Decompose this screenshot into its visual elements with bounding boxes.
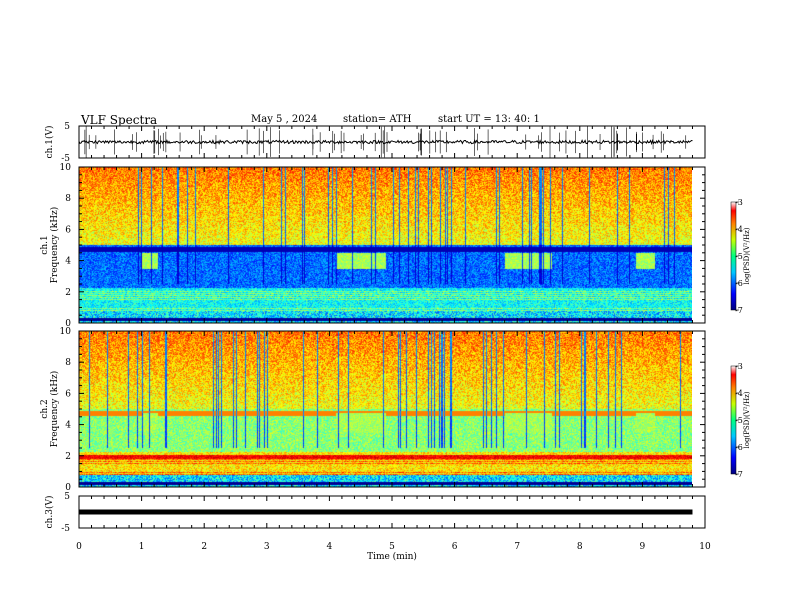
colorbar-tick-labels: -3 -4 -5 -6 -7 -3 -4 -5 -6 -7 xyxy=(735,198,743,479)
freq-tick-label: 0 xyxy=(65,319,71,329)
colorbar-tick-label: -7 xyxy=(735,470,743,479)
time-tick-label: 5 xyxy=(389,542,395,552)
ch3-ytick-top: 5 xyxy=(64,492,70,502)
freq-tick-label: 8 xyxy=(65,358,71,368)
ch1-ytick-bottom: -5 xyxy=(61,154,70,164)
freq-tick-label: 0 xyxy=(65,483,71,493)
spectrogram-image xyxy=(79,331,692,487)
freq-tick-label: 8 xyxy=(65,194,71,204)
colorbar-tick-label: -4 xyxy=(735,225,743,234)
ch1-spec-label: ch.1 xyxy=(40,235,50,254)
x-axis-label: Time (min) xyxy=(367,551,417,562)
ch1-spectrogram xyxy=(79,167,692,323)
ch2-spectrogram-ytick-labels: 10 8 6 4 2 0 xyxy=(60,327,72,493)
figure-title: VLF Spectra xyxy=(81,113,158,127)
colorbar-tick-label: -3 xyxy=(735,198,743,207)
time-tick-label: 0 xyxy=(76,542,82,552)
ch2-frequency-label: Frequency (kHz) xyxy=(49,371,60,448)
time-tick-label: 3 xyxy=(264,542,270,552)
spectrogram-image xyxy=(79,167,692,323)
date-label: May 5 , 2024 xyxy=(251,114,318,125)
freq-tick-label: 10 xyxy=(60,327,72,337)
axis-ticks xyxy=(78,126,706,528)
ch3-ytick-bottom: -5 xyxy=(61,524,70,534)
time-tick-label: 9 xyxy=(640,542,646,552)
freq-tick-label: 4 xyxy=(65,421,71,431)
ch3-ylabel: ch.3(V) xyxy=(44,496,55,529)
ch1-ylabel: ch.1(V) xyxy=(44,126,55,159)
ch1-ytick-top: 5 xyxy=(64,122,70,132)
colorbar-tick-label: -6 xyxy=(735,443,743,452)
colorbar-tick-label: -5 xyxy=(735,416,743,425)
ch1-waveform-line xyxy=(78,138,693,146)
time-tick-label: 6 xyxy=(452,542,458,552)
freq-tick-label: 6 xyxy=(65,389,71,399)
freq-tick-label: 2 xyxy=(65,288,71,298)
x-tick-labels: 0 1 2 3 4 5 6 7 8 9 10 xyxy=(76,542,711,552)
ch1-frequency-label: Frequency (kHz) xyxy=(49,207,60,284)
start-time-label: start UT = 13: 40: 1 xyxy=(438,114,540,125)
time-tick-label: 10 xyxy=(699,542,711,552)
freq-tick-label: 6 xyxy=(65,225,71,235)
colorbar-tick-label: -6 xyxy=(735,279,743,288)
ch2-spec-label: ch.2 xyxy=(40,399,50,418)
time-tick-label: 1 xyxy=(139,542,145,552)
colorbar-tick-label: -5 xyxy=(735,252,743,261)
ch2-colorbar-label: log(PSD)(V²/Hz) xyxy=(743,391,751,448)
freq-tick-label: 10 xyxy=(60,163,72,173)
ch1-colorbar-label: log(PSD)(V²/Hz) xyxy=(743,227,751,284)
colorbar-tick-label: -3 xyxy=(735,362,743,371)
time-tick-label: 8 xyxy=(577,542,583,552)
time-tick-label: 7 xyxy=(514,542,520,552)
ch1-spectrogram-ytick-labels: 10 8 6 4 2 0 xyxy=(60,163,72,329)
colorbar-tick-label: -4 xyxy=(735,389,743,398)
time-tick-label: 2 xyxy=(201,542,207,552)
time-tick-label: 4 xyxy=(327,542,333,552)
ch2-spectrogram xyxy=(79,331,692,487)
ch1-waveform-spikes xyxy=(84,126,687,158)
station-label: station= ATH xyxy=(343,114,412,125)
colorbar-tick-label: -7 xyxy=(735,306,743,315)
freq-tick-label: 2 xyxy=(65,452,71,462)
freq-tick-label: 4 xyxy=(65,257,71,267)
